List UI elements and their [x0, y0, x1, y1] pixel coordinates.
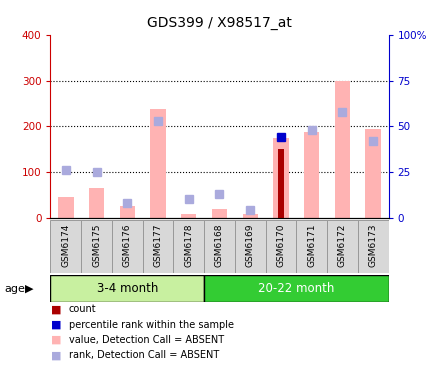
FancyBboxPatch shape [326, 220, 357, 273]
Bar [119, 206, 135, 218]
Text: GSM6169: GSM6169 [245, 224, 254, 267]
Bar [303, 132, 318, 218]
Text: value, Detection Call = ABSENT: value, Detection Call = ABSENT [69, 335, 223, 345]
FancyBboxPatch shape [173, 220, 204, 273]
Text: GSM6177: GSM6177 [153, 224, 162, 267]
FancyBboxPatch shape [112, 220, 142, 273]
Text: percentile rank within the sample: percentile rank within the sample [69, 320, 233, 330]
Bar [150, 109, 166, 218]
Bar [334, 81, 350, 218]
Text: 20-22 month: 20-22 month [258, 282, 334, 295]
FancyBboxPatch shape [296, 220, 326, 273]
FancyBboxPatch shape [204, 274, 388, 302]
FancyBboxPatch shape [204, 220, 234, 273]
Text: ■: ■ [50, 350, 61, 361]
Text: GSM6175: GSM6175 [92, 224, 101, 267]
Text: count: count [69, 304, 96, 314]
FancyBboxPatch shape [142, 220, 173, 273]
Text: ■: ■ [50, 335, 61, 345]
Bar [211, 209, 227, 218]
Text: 3-4 month: 3-4 month [96, 282, 158, 295]
Text: GSM6173: GSM6173 [368, 224, 377, 267]
Bar [364, 130, 380, 218]
Text: GSM6170: GSM6170 [276, 224, 285, 267]
Text: GSM6178: GSM6178 [184, 224, 193, 267]
FancyBboxPatch shape [357, 220, 388, 273]
Text: ■: ■ [50, 320, 61, 330]
Text: GSM6174: GSM6174 [61, 224, 70, 267]
FancyBboxPatch shape [50, 274, 204, 302]
Text: ▶: ▶ [25, 284, 34, 294]
Bar [242, 214, 258, 218]
Text: GSM6176: GSM6176 [123, 224, 131, 267]
Text: GSM6171: GSM6171 [307, 224, 315, 267]
FancyBboxPatch shape [234, 220, 265, 273]
Text: ■: ■ [50, 304, 61, 314]
Bar [58, 197, 74, 218]
Bar [88, 188, 104, 218]
Text: GDS399 / X98517_at: GDS399 / X98517_at [147, 16, 291, 30]
Text: rank, Detection Call = ABSENT: rank, Detection Call = ABSENT [69, 350, 219, 361]
Bar [272, 138, 288, 218]
FancyBboxPatch shape [50, 220, 81, 273]
Text: GSM6168: GSM6168 [215, 224, 223, 267]
Text: age: age [4, 284, 25, 294]
Text: GSM6172: GSM6172 [337, 224, 346, 267]
FancyBboxPatch shape [81, 220, 112, 273]
FancyBboxPatch shape [265, 220, 296, 273]
Bar [278, 149, 283, 218]
Bar [181, 214, 196, 218]
